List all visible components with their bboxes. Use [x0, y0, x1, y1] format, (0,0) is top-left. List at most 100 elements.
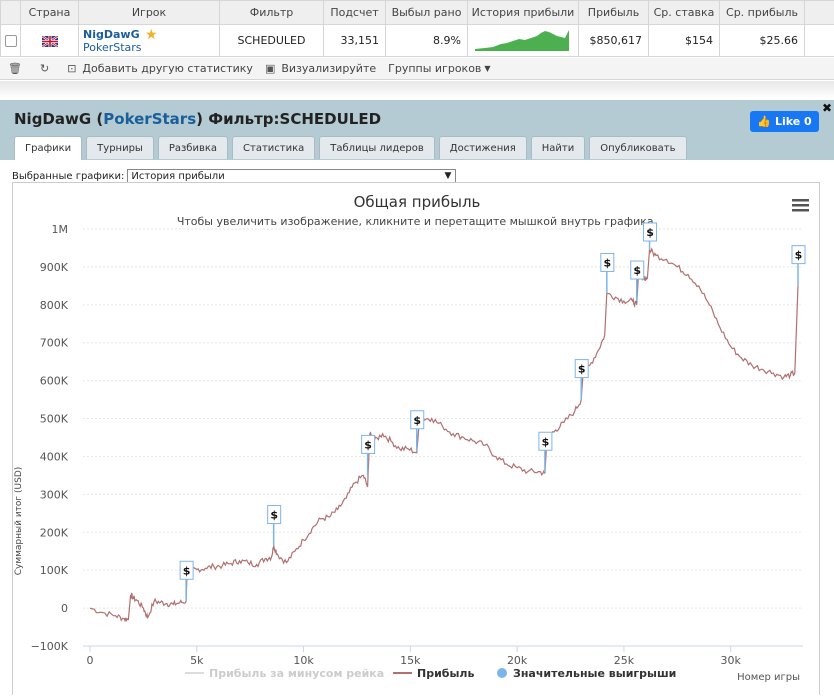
divider	[0, 81, 834, 99]
y-tick-label: 400K	[40, 450, 69, 463]
header-count[interactable]: Подсчет	[324, 1, 386, 25]
y-tick-label: 100K	[40, 564, 69, 577]
tab-find[interactable]: Найти	[531, 136, 585, 159]
big-win-flag-label: $	[795, 249, 803, 262]
tab-statistics[interactable]: Статистика	[232, 136, 315, 159]
x-tick-label: 0	[87, 654, 94, 667]
add-stat-label: Добавить другую статистику	[82, 62, 253, 75]
header-avg-profit[interactable]: Ср. прибыль	[720, 1, 805, 25]
image-icon: ▣	[265, 62, 275, 75]
profit-cell: $850,617	[579, 25, 649, 57]
y-tick-label: 700K	[40, 337, 69, 350]
caret-down-icon: ▼	[484, 64, 490, 73]
header-filter[interactable]: Фильтр	[220, 1, 324, 25]
refresh-icon: ↻	[40, 62, 49, 75]
x-axis-label: Номер игры	[737, 672, 800, 683]
refresh-button[interactable]: ↻	[40, 62, 55, 75]
tab-breakdown[interactable]: Разбивка	[158, 136, 228, 159]
y-tick-label: 500K	[40, 413, 69, 426]
header-extra	[805, 1, 834, 25]
y-tick-label: 0	[61, 602, 68, 615]
tab-tournaments[interactable]: Турниры	[86, 136, 154, 159]
legend-label-profit: Прибыль	[417, 667, 474, 680]
profit-history-sparkline	[468, 25, 579, 57]
panel-site-link[interactable]: PokerStars	[103, 110, 196, 128]
tab-publish[interactable]: Опубликовать	[589, 136, 686, 159]
close-icon[interactable]: ✖	[822, 101, 832, 115]
x-tick-label: 10k	[293, 654, 314, 667]
big-win-flag-label: $	[183, 564, 191, 577]
big-win-flag-label: $	[646, 226, 654, 239]
table-row[interactable]: NigDawG PokerStars ★ SCHEDULED 33,151 8.…	[1, 25, 834, 57]
big-win-flag-label: $	[633, 264, 641, 277]
y-tick-label: 900K	[40, 261, 69, 274]
legend-label-rake: Прибыль за минусом рейка	[209, 667, 384, 680]
panel-tabs: Графики Турниры Разбивка Статистика Табл…	[14, 136, 691, 160]
header-avg-stake[interactable]: Ср. ставка	[649, 1, 720, 25]
table-header-row: Страна Игрок Фильтр Подсчет Выбыл рано И…	[1, 1, 834, 25]
y-tick-label: 600K	[40, 375, 69, 388]
legend-marker-big-wins	[497, 668, 507, 678]
visualize-label: Визуализируйте	[281, 62, 376, 75]
x-tick-label: 5k	[190, 654, 204, 667]
big-win-flag-label: $	[578, 363, 586, 376]
thumbs-up-icon: 👍	[757, 115, 771, 128]
y-tick-label: 1M	[52, 223, 69, 236]
profit-chart[interactable]: Общая прибыль Чтобы увеличить изображение…	[13, 183, 821, 696]
x-tick-label: 25k	[614, 654, 635, 667]
tab-achievements[interactable]: Достижения	[439, 136, 527, 159]
big-win-flag-label: $	[413, 414, 421, 427]
table-toolbar: 🗑 ↻ ⊡ Добавить другую статистику ▣ Визуали…	[0, 58, 834, 80]
visualize-button[interactable]: ▣ Визуализируйте	[265, 62, 376, 75]
caret-down-icon: ▼	[444, 171, 451, 181]
tab-charts[interactable]: Графики	[14, 136, 82, 160]
big-win-flag-label: $	[364, 438, 372, 451]
add-stat-button[interactable]: ⊡ Добавить другую статистику	[67, 62, 253, 75]
facebook-like-button[interactable]: 👍 Like 0	[750, 111, 819, 132]
trash-icon: 🗑	[8, 62, 22, 75]
chart-container[interactable]: Общая прибыль Чтобы увеличить изображение…	[12, 182, 820, 695]
y-tick-label: 200K	[40, 526, 69, 539]
delete-button[interactable]: 🗑	[8, 62, 28, 75]
big-win-flag-label: $	[270, 509, 278, 522]
like-label: Like 0	[775, 115, 812, 128]
header-player[interactable]: Игрок	[79, 1, 220, 25]
add-column-icon: ⊡	[67, 62, 76, 75]
chart-select-dropdown[interactable]: История прибыли ▼	[127, 169, 456, 183]
panel-filter-value: SCHEDULED	[280, 110, 382, 128]
groups-label: Группы игроков	[388, 62, 481, 75]
panel-filter-label: Фильтр:	[208, 110, 279, 128]
favorite-star-icon[interactable]: ★	[145, 27, 158, 43]
early-out-cell: 8.9%	[386, 25, 468, 57]
chart-menu-icon[interactable]	[792, 199, 809, 212]
avg-stake-cell: $154	[649, 25, 720, 57]
chart-select-value: История прибыли	[131, 171, 224, 182]
avg-profit-cell: $25.66	[720, 25, 805, 57]
x-tick-label: 15k	[400, 654, 421, 667]
player-groups-dropdown[interactable]: Группы игроков▼	[388, 62, 490, 75]
header-early-out[interactable]: Выбыл рано	[386, 1, 468, 25]
big-win-flag-label: $	[542, 435, 550, 448]
uk-flag-icon	[42, 36, 58, 47]
chart-select-row: Выбранные графики: История прибыли ▼	[12, 169, 456, 183]
y-tick-label: 800K	[40, 299, 69, 312]
big-win-flag-label: $	[604, 256, 612, 269]
y-axis-label: Суммарный итог (USD)	[14, 467, 24, 576]
chart-select-label: Выбранные графики:	[12, 171, 124, 182]
legend-label-big-wins: Значительные выигрыши	[513, 667, 676, 680]
players-table: Страна Игрок Фильтр Подсчет Выбыл рано И…	[0, 0, 834, 57]
y-tick-label: −100K	[31, 640, 69, 653]
header-country[interactable]: Страна	[21, 1, 79, 25]
count-cell: 33,151	[324, 25, 386, 57]
chart-title: Общая прибыль	[354, 193, 481, 211]
sparkline-chart	[475, 27, 571, 51]
header-checkbox-col	[1, 1, 21, 25]
header-profit-history[interactable]: История прибыли	[468, 1, 579, 25]
row-checkbox[interactable]	[5, 35, 17, 47]
tab-leaderboards[interactable]: Таблицы лидеров	[319, 136, 435, 159]
x-tick-label: 20k	[507, 654, 528, 667]
panel-player-name: NigDawG	[14, 110, 91, 128]
chart-subtitle: Чтобы увеличить изображение, кликните и …	[177, 215, 657, 228]
header-profit[interactable]: Прибыль	[579, 1, 649, 25]
y-tick-label: 300K	[40, 488, 69, 501]
